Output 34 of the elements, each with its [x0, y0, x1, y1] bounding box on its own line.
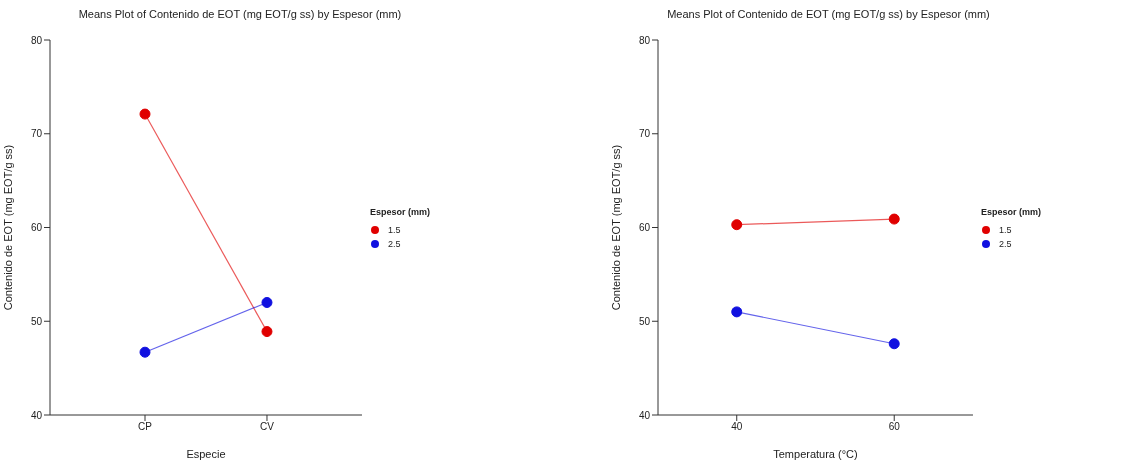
legend-label: 2.5 — [387, 239, 401, 249]
x-tick-label: 60 — [888, 421, 901, 433]
y-tick-label: 50 — [30, 315, 43, 327]
point — [261, 297, 273, 308]
y-tick-label: 70 — [638, 128, 651, 140]
legend-title: Espesor (mm) — [980, 207, 1041, 217]
y-tick-label: 40 — [638, 409, 651, 421]
chart-title: Means Plot of Contenido de EOT (mg EOT/g ss) by Espesor (mm) — [666, 8, 991, 20]
x-axis-title: Especie — [186, 448, 226, 460]
chart-title: Means Plot of Contenido de EOT (mg EOT/g ss) by Espesor (mm) — [77, 8, 403, 20]
y-tick-label: 60 — [30, 222, 43, 234]
y-tick-label: 70 — [30, 128, 43, 140]
point — [261, 326, 273, 338]
point — [888, 213, 900, 225]
y-axis-title: Contenido de EOT (mg EOT/g ss) — [1, 144, 14, 311]
point — [139, 346, 151, 358]
point — [731, 306, 743, 318]
x-tick-label: CV — [260, 421, 275, 433]
y-tick-label: 60 — [638, 222, 651, 234]
legend-label: 2.5 — [998, 239, 1012, 249]
x-axis-title: Temperatura (°C) — [773, 448, 858, 460]
x-tick-label: CP — [138, 421, 153, 433]
x-tick-label: 40 — [731, 421, 743, 433]
legend-label: 1.5 — [387, 225, 401, 235]
y-tick-label: 40 — [30, 409, 43, 421]
y-tick-label: 50 — [638, 315, 651, 327]
point — [888, 338, 900, 350]
legend-label: 1.5 — [998, 225, 1012, 235]
y-tick-label: 80 — [30, 34, 43, 46]
point — [139, 108, 151, 120]
y-tick-label: 80 — [638, 34, 651, 46]
y-axis-title: Contenido de EOT (mg EOT/g ss) — [609, 144, 622, 311]
point — [731, 219, 743, 231]
legend-title: Espesor (mm) — [369, 207, 430, 217]
